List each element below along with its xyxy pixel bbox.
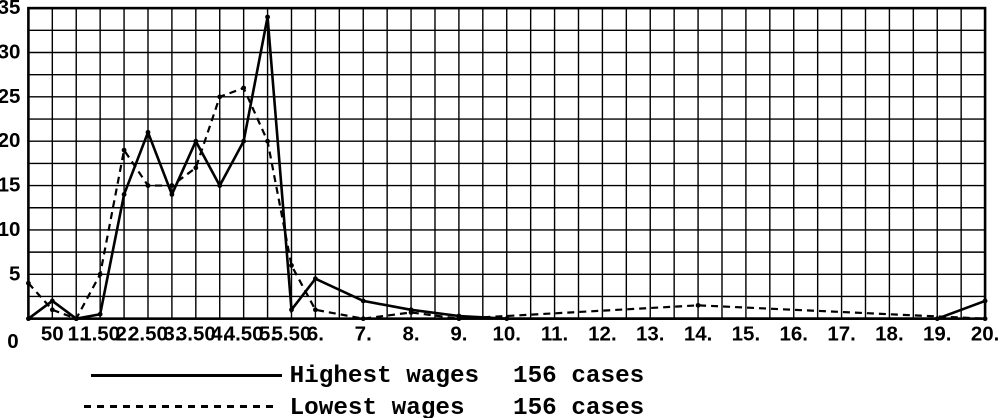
svg-text:10: 10: [0, 218, 20, 241]
svg-text:0: 0: [7, 330, 18, 353]
svg-text:11.: 11.: [541, 323, 568, 346]
svg-text:15.: 15.: [732, 323, 761, 346]
svg-text:5.50: 5.50: [272, 323, 312, 346]
svg-text:12.: 12.: [588, 323, 617, 346]
svg-text:3.50: 3.50: [176, 323, 216, 346]
svg-text:16.: 16.: [779, 323, 808, 346]
svg-text:5: 5: [9, 262, 20, 285]
svg-text:20.: 20.: [971, 323, 1000, 346]
svg-text:25: 25: [0, 85, 20, 108]
svg-text:2.50: 2.50: [128, 323, 168, 346]
svg-text:7.: 7.: [355, 323, 372, 346]
svg-text:10.: 10.: [492, 323, 521, 346]
svg-text:30: 30: [0, 40, 20, 63]
svg-text:13.: 13.: [636, 323, 665, 346]
svg-text:19.: 19.: [923, 323, 952, 346]
svg-text:6.: 6.: [307, 323, 324, 346]
svg-text:18.: 18.: [875, 323, 904, 346]
svg-text:50: 50: [41, 323, 64, 346]
svg-text:8.: 8.: [403, 323, 420, 346]
svg-text:35: 35: [0, 0, 20, 19]
svg-text:15: 15: [0, 174, 20, 197]
svg-text:14.: 14.: [684, 323, 713, 346]
svg-text:4.50: 4.50: [224, 323, 264, 346]
svg-text:1.50: 1.50: [80, 323, 120, 346]
svg-text:20: 20: [0, 129, 20, 152]
svg-text:9.: 9.: [450, 323, 467, 346]
svg-text:17.: 17.: [827, 323, 856, 346]
